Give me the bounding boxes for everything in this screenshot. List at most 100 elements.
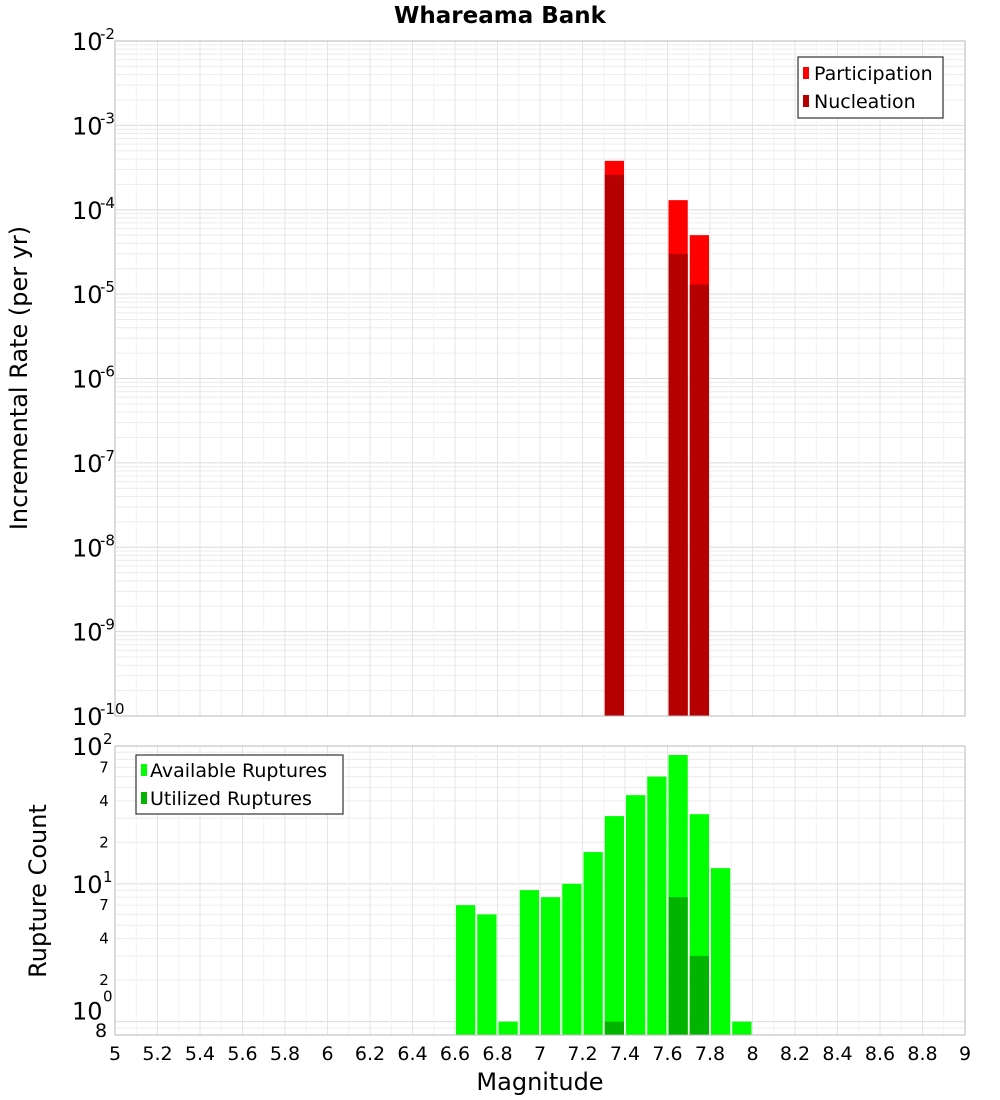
top-y-tick-label: 10-10 <box>72 700 125 731</box>
bottom-y-tick-minor: 2 <box>99 971 109 989</box>
legend-label-nucleation: Nucleation <box>814 91 916 113</box>
x-tick-label: 8.6 <box>865 1043 895 1065</box>
svg-text:-4: -4 <box>100 194 115 212</box>
svg-text:10: 10 <box>72 871 103 899</box>
bottom-bars <box>456 755 752 1035</box>
x-tick-label: 7.6 <box>652 1043 682 1065</box>
x-tick-label: 5.2 <box>142 1043 172 1065</box>
svg-text:1: 1 <box>103 868 113 886</box>
top-legend: Participation Nucleation <box>797 56 944 119</box>
x-tick-label: 5 <box>109 1043 121 1065</box>
bar-available-ruptures <box>647 776 667 1035</box>
bar-available-ruptures <box>583 852 603 1035</box>
x-tick-label: 6.6 <box>440 1043 470 1065</box>
svg-text:-9: -9 <box>100 616 115 634</box>
svg-text:10: 10 <box>72 281 103 309</box>
top-bars <box>604 160 709 717</box>
bottom-y-tick-minor: 4 <box>99 930 109 948</box>
bottom-y-tick-minor: 7 <box>99 758 109 776</box>
bar-nucleation <box>668 253 688 716</box>
legend-swatch-available <box>141 764 147 776</box>
top-grid <box>114 41 966 717</box>
bar-available-ruptures <box>732 1021 752 1035</box>
bottom-legend-box <box>135 754 344 815</box>
svg-text:-8: -8 <box>100 531 115 549</box>
bar-available-ruptures <box>541 897 561 1035</box>
top-legend-box <box>797 56 944 119</box>
x-tick-label: 5.6 <box>227 1043 257 1065</box>
bottom-legend: Available Ruptures Utilized Ruptures <box>135 754 344 815</box>
bar-utilized-ruptures <box>668 897 688 1035</box>
bar-available-ruptures <box>711 868 731 1035</box>
chart-title: Whareama Bank <box>394 3 607 29</box>
top-y-tick-label: 10-6 <box>72 363 115 394</box>
x-tick-label: 7 <box>534 1043 546 1065</box>
top-y-tick-label: 10-4 <box>72 194 115 225</box>
bottom-y-axis-label: Rupture Count <box>24 804 52 978</box>
x-tick-label: 8 <box>746 1043 758 1065</box>
top-y-ticks: 10-210-310-410-510-610-710-810-910-10 <box>72 25 125 731</box>
top-y-tick-label: 10-5 <box>72 278 115 309</box>
svg-text:10: 10 <box>72 998 103 1026</box>
bar-available-ruptures <box>626 795 646 1035</box>
top-y-tick-label: 10-9 <box>72 616 115 647</box>
x-tick-label: 5.4 <box>185 1043 215 1065</box>
bottom-y-tick-major: 10 2 <box>72 730 113 761</box>
bar-utilized-ruptures <box>604 1021 624 1035</box>
bottom-y-tick-minor: 8 <box>95 1020 107 1042</box>
legend-swatch-participation <box>803 67 809 79</box>
bottom-y-tick-major: 100 <box>72 988 113 1026</box>
svg-text:10: 10 <box>72 450 103 478</box>
top-y-tick-label: 10-3 <box>72 109 115 140</box>
bottom-y-tick-minor: 4 <box>99 792 109 810</box>
top-y-tick-label: 10-7 <box>72 447 115 478</box>
bar-available-ruptures <box>604 816 624 1035</box>
x-tick-label: 8.8 <box>907 1043 937 1065</box>
bar-utilized-ruptures <box>689 955 709 1035</box>
bottom-y-tick-minor: 7 <box>99 896 109 914</box>
top-plot: 10-210-310-410-510-610-710-810-910-10 In… <box>5 25 966 731</box>
x-tick-label: 8.2 <box>780 1043 810 1065</box>
x-tick-label: 6.2 <box>355 1043 385 1065</box>
bar-available-ruptures <box>477 914 497 1035</box>
svg-text:-3: -3 <box>100 109 115 127</box>
bottom-plot-frame <box>114 745 966 1036</box>
bottom-y-tick-minor: 2 <box>99 833 109 851</box>
bottom-y-tick-major: 10 1 <box>72 868 113 899</box>
svg-text:-7: -7 <box>100 447 115 465</box>
legend-swatch-utilized <box>141 792 147 804</box>
bar-available-ruptures <box>562 883 582 1035</box>
x-ticks: 5 5.2 5.4 5.6 5.8 6 6.2 6.4 6.6 6.8 7 7.2 7.4 7.6 7.8 8… <box>109 1043 971 1065</box>
svg-text:10: 10 <box>72 28 103 56</box>
svg-text:10: 10 <box>72 534 103 562</box>
top-y-tick-label: 10-8 <box>72 531 115 562</box>
svg-text:10: 10 <box>72 733 103 761</box>
x-tick-label: 8.4 <box>822 1043 852 1065</box>
svg-text:-6: -6 <box>100 363 115 381</box>
svg-text:-5: -5 <box>100 278 115 296</box>
legend-label-participation: Participation <box>814 63 933 85</box>
legend-label-utilized: Utilized Ruptures <box>150 788 312 810</box>
x-tick-label: 6.8 <box>482 1043 512 1065</box>
x-tick-label: 7.8 <box>695 1043 725 1065</box>
bar-available-ruptures <box>456 905 476 1035</box>
x-axis-label: Magnitude <box>476 1068 603 1096</box>
svg-text:10: 10 <box>72 197 103 225</box>
legend-swatch-nucleation <box>803 95 809 107</box>
legend-label-available: Available Ruptures <box>150 760 327 782</box>
x-tick-label: 6.4 <box>397 1043 427 1065</box>
svg-text:-2: -2 <box>100 25 115 43</box>
bar-available-ruptures <box>519 890 539 1035</box>
bar-nucleation <box>604 174 624 716</box>
svg-text:10: 10 <box>72 619 103 647</box>
x-tick-label: 7.2 <box>567 1043 597 1065</box>
x-tick-label: 6 <box>321 1043 333 1065</box>
svg-text:10: 10 <box>72 112 103 140</box>
top-y-axis-label: Incremental Rate (per yr) <box>5 226 33 530</box>
svg-text:0: 0 <box>103 988 113 1006</box>
svg-text:10: 10 <box>72 703 103 731</box>
bar-nucleation <box>689 284 709 716</box>
